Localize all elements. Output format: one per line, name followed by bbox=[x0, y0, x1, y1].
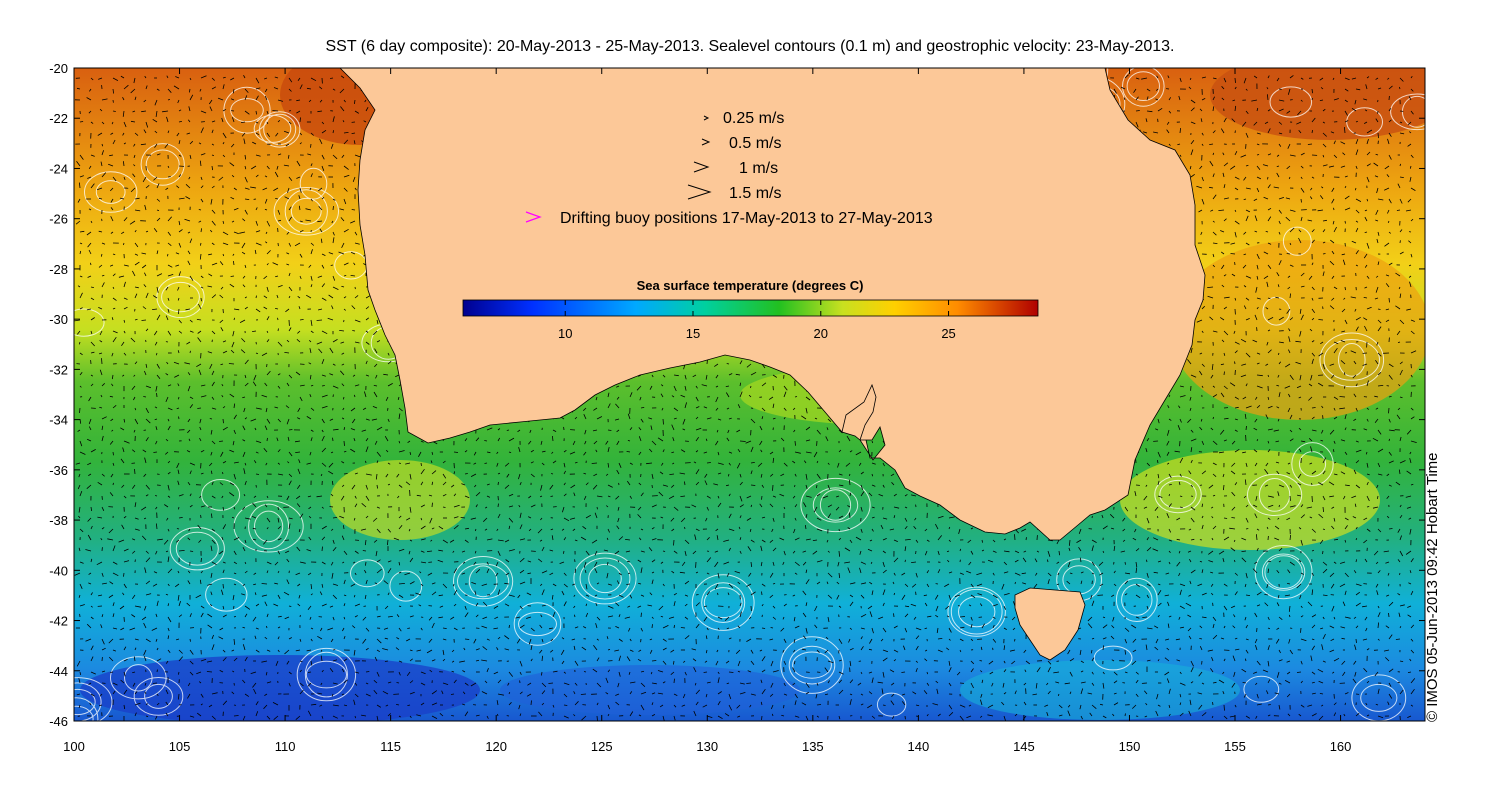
colorbar-tick-label: 15 bbox=[686, 326, 700, 341]
vector-scale-icon-0-5 bbox=[701, 138, 711, 146]
x-tick-label: 110 bbox=[275, 739, 296, 754]
x-tick-label: 135 bbox=[802, 739, 824, 754]
y-tick-label: -38 bbox=[49, 513, 68, 528]
y-tick-label: -20 bbox=[49, 61, 68, 76]
tasmania-landmass bbox=[1014, 587, 1086, 661]
x-tick-label: 150 bbox=[1119, 739, 1141, 754]
y-tick-label: -40 bbox=[49, 563, 68, 578]
y-tick-label: -24 bbox=[49, 161, 68, 176]
colorbar-ramp bbox=[462, 299, 1039, 317]
credit-text: © IMOS 05-Jun-2013 09:42 Hobart Time bbox=[1424, 452, 1441, 722]
colorbar-tick-label: 25 bbox=[941, 326, 955, 341]
y-tick-label: -46 bbox=[49, 714, 68, 729]
legend-label-buoy: Drifting buoy positions 17-May-2013 to 2… bbox=[560, 210, 933, 227]
legend-label-0-5: 0.5 m/s bbox=[729, 135, 781, 152]
colorbar-tick-label: 20 bbox=[814, 326, 828, 341]
y-axis: -20 -22 -24 -26 -28 -30 -32 -34 -36 -38 -40 -42 -44 -… bbox=[49, 61, 1425, 729]
vector-scale-icon-1-5 bbox=[687, 184, 712, 200]
y-tick-label: -36 bbox=[49, 463, 68, 478]
x-tick-label: 100 bbox=[63, 739, 85, 754]
legend-label-1: 1 m/s bbox=[739, 160, 778, 177]
y-tick-label: -44 bbox=[49, 664, 68, 679]
colorbar: Sea surface temperature (degrees C) 10 15… bbox=[462, 278, 1039, 341]
y-tick-label: -28 bbox=[49, 262, 68, 277]
y-tick-label: -26 bbox=[49, 212, 68, 227]
vector-scale-icon-1 bbox=[693, 161, 710, 173]
x-tick-label: 120 bbox=[485, 739, 507, 754]
x-tick-label: 145 bbox=[1013, 739, 1035, 754]
y-tick-label: -22 bbox=[49, 111, 68, 126]
y-tick-label: -34 bbox=[49, 413, 68, 428]
x-tick-label: 105 bbox=[169, 739, 191, 754]
vector-scale-icon-0-25 bbox=[703, 115, 710, 121]
x-tick-label: 140 bbox=[908, 739, 930, 754]
x-tick-label: 130 bbox=[696, 739, 718, 754]
plot-frame bbox=[73, 67, 1426, 722]
x-tick-label: 160 bbox=[1330, 739, 1352, 754]
map-title: SST (6 day composite): 20-May-2013 - 25-… bbox=[325, 38, 1175, 55]
y-tick-label: -30 bbox=[49, 312, 68, 327]
buoy-marker-icon bbox=[525, 211, 542, 223]
legend-label-1-5: 1.5 m/s bbox=[729, 185, 781, 202]
legend-label-0-25: 0.25 m/s bbox=[723, 110, 784, 127]
velocity-legend: 0.25 m/s 0.5 m/s 1 m/s 1.5 m/s Drifting … bbox=[525, 110, 933, 227]
x-tick-label: 115 bbox=[380, 739, 401, 754]
x-axis: 100 105 110 115 120 125 130 135 140 145 150 155 160 bbox=[63, 68, 1351, 754]
colorbar-tick-label: 10 bbox=[558, 326, 572, 341]
colorbar-title: Sea surface temperature (degrees C) bbox=[637, 278, 864, 293]
y-tick-label: -42 bbox=[49, 614, 68, 629]
y-tick-label: -32 bbox=[49, 362, 68, 377]
x-tick-label: 125 bbox=[591, 739, 613, 754]
x-tick-label: 155 bbox=[1224, 739, 1246, 754]
